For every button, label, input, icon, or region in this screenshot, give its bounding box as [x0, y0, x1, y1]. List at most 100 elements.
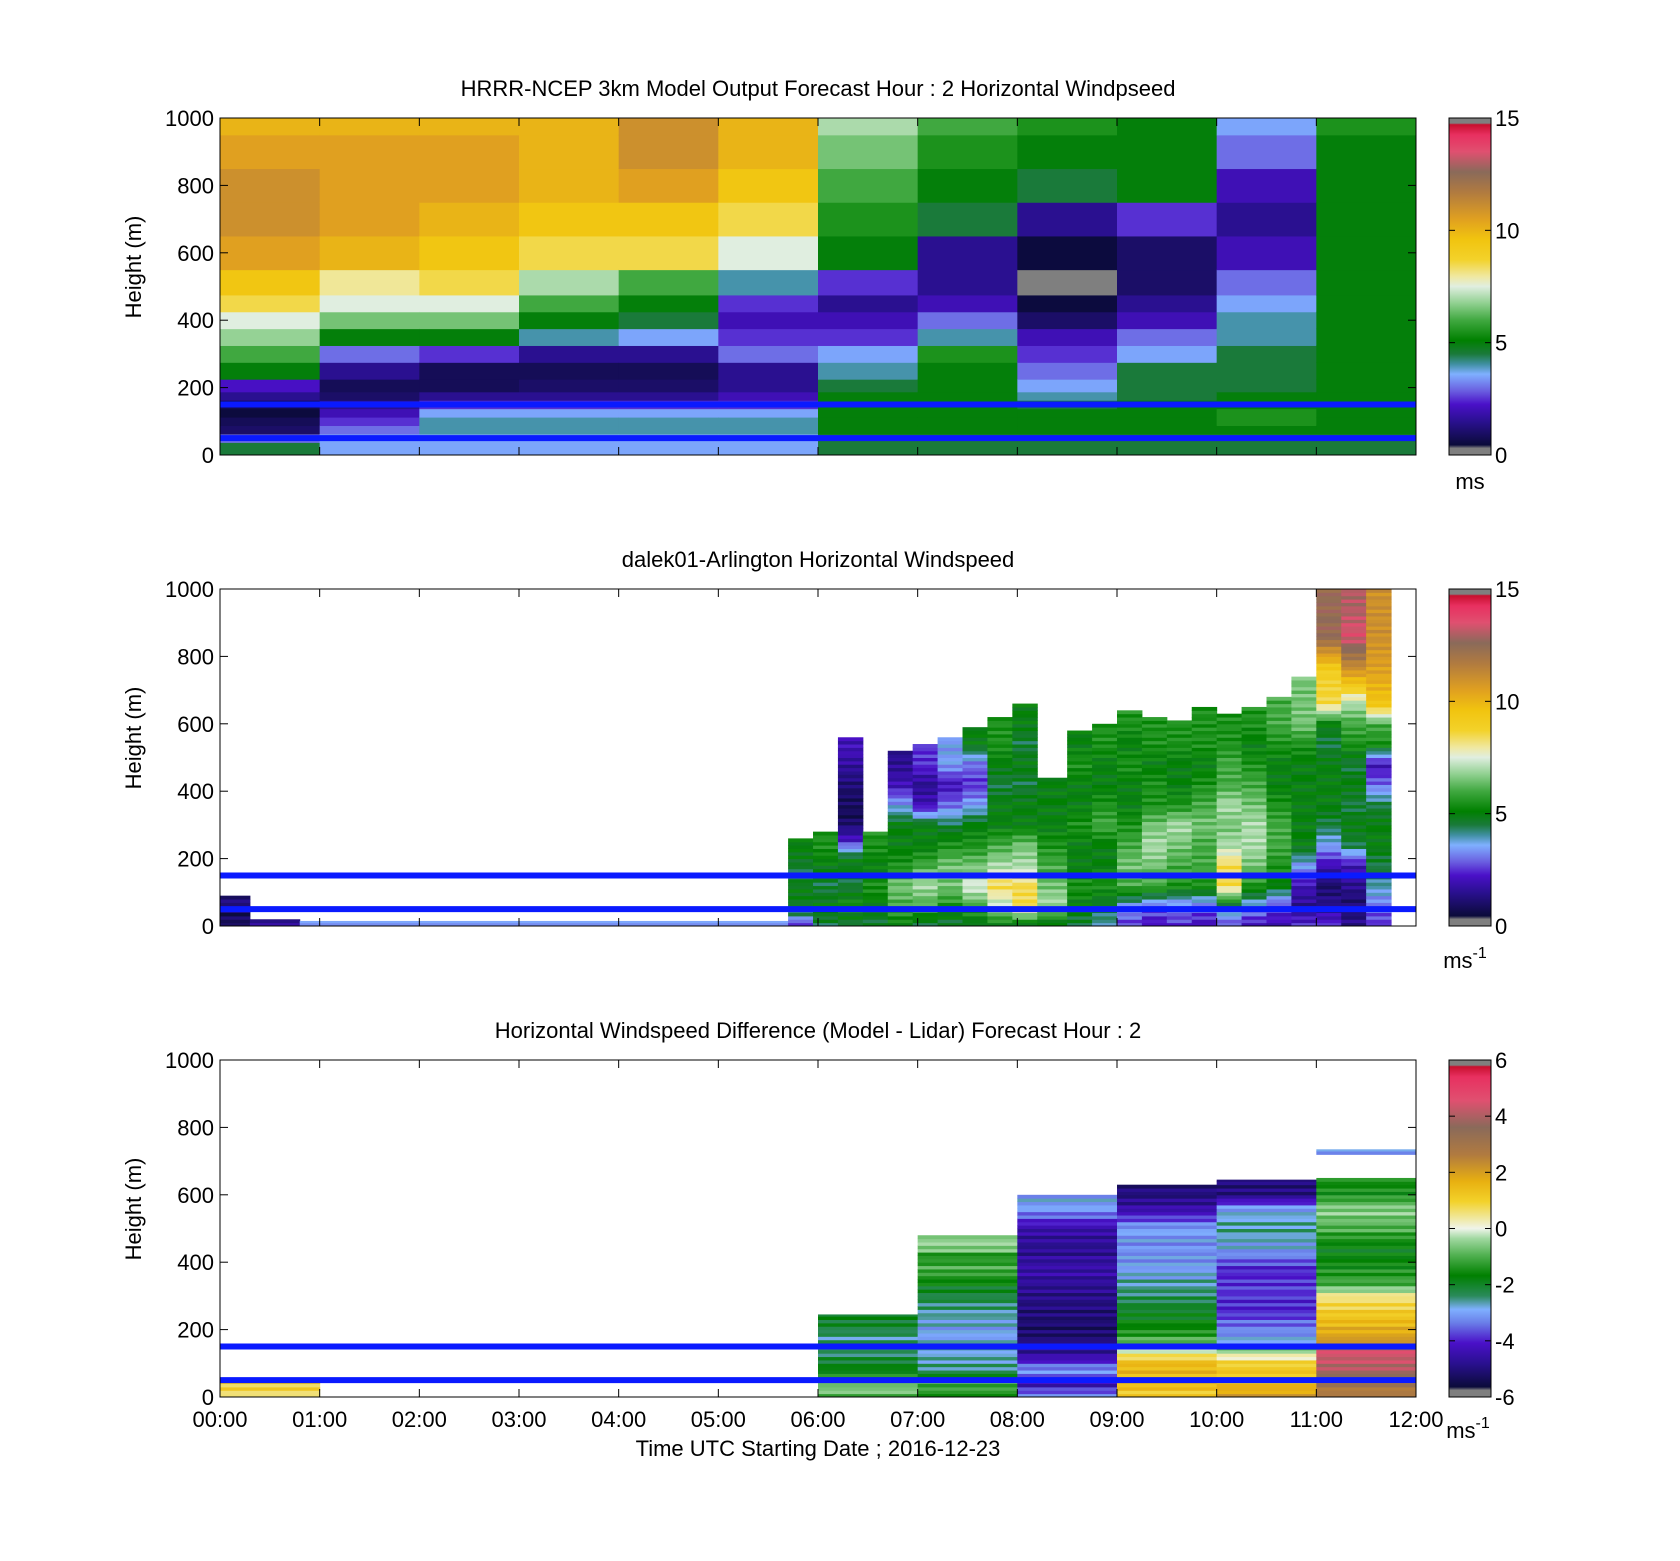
lidar-cell — [1366, 767, 1392, 772]
lidar-cell — [1366, 727, 1392, 732]
difference-cell — [1216, 1231, 1317, 1236]
lidar-cell — [837, 912, 864, 917]
model-cell — [519, 134, 620, 170]
lidar-cell — [1366, 615, 1392, 620]
lidar-cell — [1166, 754, 1193, 758]
lidar-cell — [1341, 882, 1367, 887]
lidar-cell — [1341, 646, 1367, 651]
colorbar-tick-label: -4 — [1495, 1329, 1515, 1354]
lidar-cell — [1366, 845, 1392, 849]
model-cell — [1316, 235, 1417, 271]
lidar-cell — [1067, 865, 1093, 870]
lidar-cell — [1366, 804, 1392, 809]
lidar-cell — [1216, 774, 1243, 779]
difference-cell — [1017, 1349, 1118, 1354]
difference-cell — [917, 1299, 1018, 1304]
lidar-cell — [1191, 915, 1218, 920]
lidar-cell — [1341, 730, 1367, 735]
lidar-cell — [1266, 764, 1292, 769]
difference-cell — [1216, 1268, 1317, 1273]
difference-cell — [1117, 1390, 1218, 1395]
lidar-cell — [887, 922, 914, 927]
model-cell — [319, 345, 420, 363]
lidar-cell — [987, 899, 1013, 903]
lidar-cell — [1366, 899, 1392, 903]
difference-cell — [1216, 1221, 1317, 1226]
lidar-cell — [1117, 845, 1143, 849]
lidar-cell — [1316, 899, 1342, 903]
lidar-cell — [1067, 733, 1093, 738]
lidar-cell — [1291, 818, 1317, 823]
lidar-cell — [1092, 744, 1118, 748]
y-tick-label: 200 — [177, 847, 214, 872]
difference-cell — [1017, 1370, 1118, 1374]
lidar-cell — [1166, 737, 1193, 742]
difference-cell — [1117, 1194, 1218, 1199]
x-tick-label: 05:00 — [691, 1407, 746, 1432]
model-cell — [220, 294, 321, 313]
panel-lidar-xticks — [219, 589, 1417, 926]
lidar-cell — [1291, 760, 1317, 765]
model-cell — [1117, 134, 1218, 170]
lidar-cell — [1266, 720, 1292, 725]
lidar-cell — [1316, 808, 1342, 812]
lidar-cell — [1166, 888, 1193, 893]
lidar-cell — [1316, 774, 1342, 779]
lidar-cell — [1241, 791, 1267, 796]
lidar-cell — [837, 811, 864, 816]
lidar-cell — [1141, 828, 1168, 833]
lidar-cell — [1291, 804, 1317, 809]
lidar-cell — [1341, 740, 1367, 745]
model-cell — [1017, 328, 1118, 346]
lidar-cell — [1266, 831, 1292, 836]
panel-difference: Horizontal Windspeed Difference (Model -… — [121, 1018, 1515, 1461]
lidar-cell — [987, 858, 1013, 863]
lidar-cell — [1117, 713, 1143, 718]
model-cell — [1017, 417, 1118, 427]
lidar-cell — [937, 767, 964, 772]
lidar-cell — [1141, 814, 1168, 819]
lidar-cell — [1092, 808, 1118, 812]
lidar-cell — [1216, 922, 1243, 927]
lidar-cell — [1166, 767, 1193, 772]
lidar-cell — [1241, 814, 1267, 819]
lidar-cell — [1366, 609, 1392, 614]
model-cell — [1017, 294, 1118, 313]
lidar-cell — [1191, 919, 1218, 924]
lidar-cell — [837, 902, 864, 907]
difference-cell — [1017, 1309, 1118, 1314]
lidar-cell — [1316, 797, 1342, 802]
difference-cell — [1117, 1336, 1218, 1341]
difference-cell — [1216, 1282, 1317, 1287]
lidar-cell — [962, 892, 988, 897]
lidar-cell — [1067, 744, 1093, 748]
lidar-cell — [1366, 787, 1392, 792]
model-cell — [1117, 408, 1218, 418]
lidar-cell — [1117, 848, 1143, 853]
lidar-cell — [1117, 831, 1143, 836]
lidar-cell — [1141, 845, 1168, 849]
lidar-cell — [1141, 750, 1168, 755]
lidar-cell — [1316, 723, 1342, 728]
lidar-cell — [1067, 895, 1093, 900]
difference-cell — [1017, 1208, 1118, 1213]
y-tick-label: 1000 — [165, 1048, 214, 1073]
lidar-cell — [813, 831, 839, 836]
lidar-cell — [1341, 858, 1367, 863]
lidar-cell — [962, 848, 988, 853]
lidar-cell — [1366, 851, 1392, 856]
lidar-cell — [1341, 899, 1367, 903]
lidar-cell — [1141, 787, 1168, 792]
lidar-cell — [1092, 727, 1118, 732]
model-cell — [718, 345, 819, 363]
lidar-cell — [1316, 679, 1342, 684]
lidar-cell — [1012, 895, 1038, 900]
lidar-cell — [1092, 760, 1118, 765]
lidar-cell — [788, 919, 814, 924]
model-cell — [1117, 362, 1218, 380]
lidar-cell — [1266, 696, 1292, 701]
lidar-cell — [1316, 838, 1342, 843]
lidar-cell — [1241, 774, 1267, 779]
lidar-cell — [1117, 774, 1143, 779]
